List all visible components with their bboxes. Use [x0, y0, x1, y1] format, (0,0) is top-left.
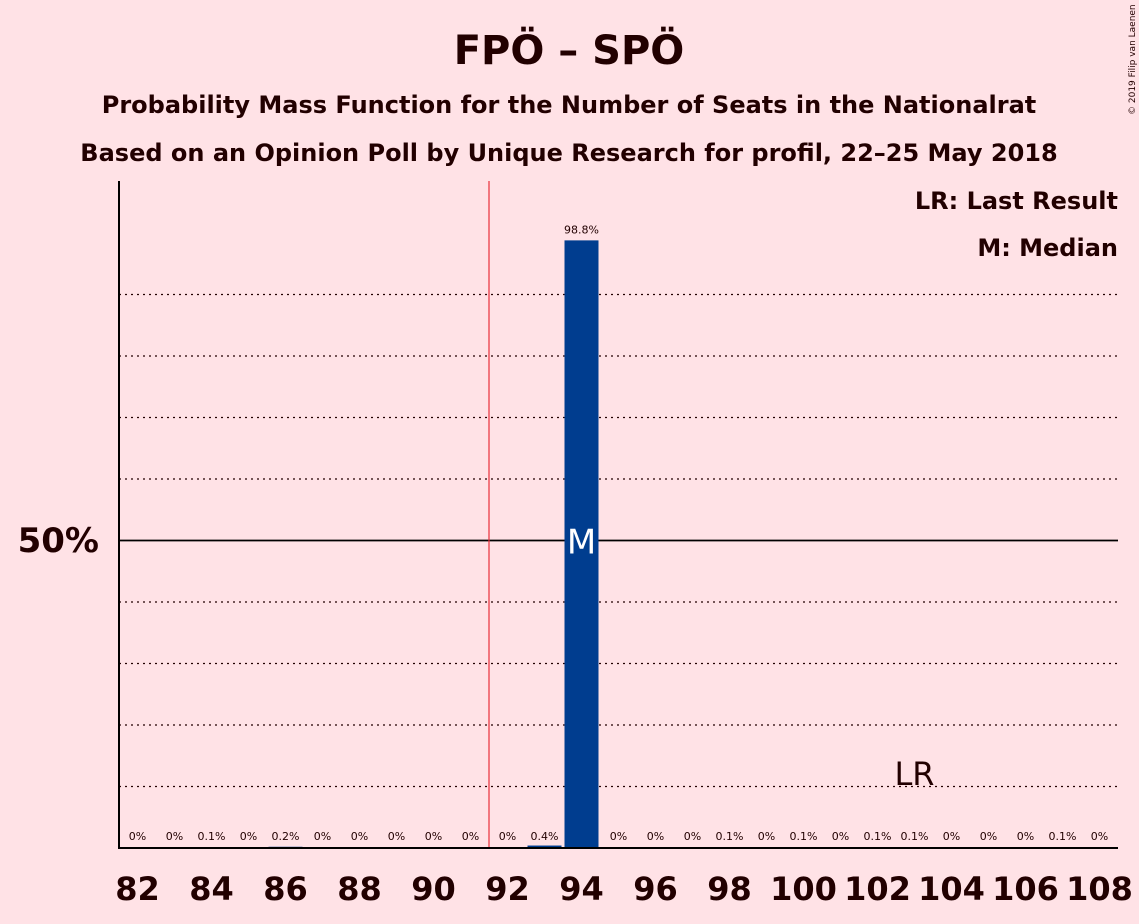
- bar-value-label: 98.8%: [564, 223, 599, 236]
- bar: [564, 240, 599, 848]
- y-reference-label: 50%: [18, 521, 99, 561]
- bar-value-label: 0%: [1017, 830, 1034, 843]
- bar-value-label: 0%: [240, 830, 257, 843]
- bar-value-label: 0%: [129, 830, 146, 843]
- x-tick-label: 102: [844, 870, 911, 908]
- bar-value-label: 0%: [684, 830, 701, 843]
- legend-median: M: Median: [977, 234, 1118, 262]
- bar-value-label: 0%: [425, 830, 442, 843]
- copyright-note: © 2019 Filip van Laenen: [1128, 4, 1138, 115]
- x-tick-label: 82: [115, 870, 160, 908]
- x-tick-label: 88: [337, 870, 382, 908]
- bar-value-label: 0.2%: [272, 830, 300, 843]
- x-tick-label: 96: [633, 870, 678, 908]
- bar-value-label: 0%: [832, 830, 849, 843]
- bar-value-label: 0.1%: [716, 830, 744, 843]
- x-tick-label: 90: [411, 870, 456, 908]
- bar: [527, 845, 562, 848]
- x-tick-label: 104: [918, 870, 985, 908]
- gridlines: [119, 293, 1118, 788]
- bar-value-label: 0%: [1091, 830, 1108, 843]
- bar-value-label: 0%: [388, 830, 405, 843]
- chart-subtitle-2: Based on an Opinion Poll by Unique Resea…: [80, 139, 1057, 167]
- bar-value-label: 0%: [980, 830, 997, 843]
- bar-value-label: 0.4%: [531, 830, 559, 843]
- bar-value-label: 0.1%: [198, 830, 226, 843]
- x-tick-label: 86: [263, 870, 308, 908]
- x-tick-label: 100: [770, 870, 837, 908]
- median-marker: M: [567, 523, 596, 563]
- x-tick-label: 108: [1066, 870, 1133, 908]
- chart-subtitle: Probability Mass Function for the Number…: [102, 91, 1037, 119]
- legend-last-result: LR: Last Result: [915, 187, 1118, 215]
- bar-value-label: 0%: [314, 830, 331, 843]
- bar-value-label: 0%: [610, 830, 627, 843]
- bar-value-label: 0%: [758, 830, 775, 843]
- bar-value-label: 0%: [351, 830, 368, 843]
- bar-value-label: 0.1%: [864, 830, 892, 843]
- bar-value-label: 0%: [462, 830, 479, 843]
- chart-title: FPÖ – SPÖ: [454, 26, 685, 74]
- x-tick-label: 92: [485, 870, 530, 908]
- bar-value-label: 0.1%: [1049, 830, 1077, 843]
- bar-value-label: 0%: [166, 830, 183, 843]
- x-tick-label: 106: [992, 870, 1059, 908]
- plot-area: 0% 0% 0.1% 0% 0.2% 0% 0% 0% 0% 0% 0% 0.4% 98.8% 0% 0% 0…: [118, 181, 1118, 849]
- bar-value-label: 0%: [943, 830, 960, 843]
- x-axis-ticks: 82 84 86 88 90 92 94 96 98 100 102 104 106 108: [115, 870, 1133, 908]
- last-result-marker: LR: [894, 755, 934, 793]
- bar-value-label: 0.1%: [790, 830, 818, 843]
- x-tick-label: 94: [559, 870, 604, 908]
- bar-value-label: 0.1%: [901, 830, 929, 843]
- x-tick-label: 84: [189, 870, 234, 908]
- x-tick-label: 98: [707, 870, 752, 908]
- bar-value-label: 0%: [647, 830, 664, 843]
- bar-value-label: 0%: [499, 830, 516, 843]
